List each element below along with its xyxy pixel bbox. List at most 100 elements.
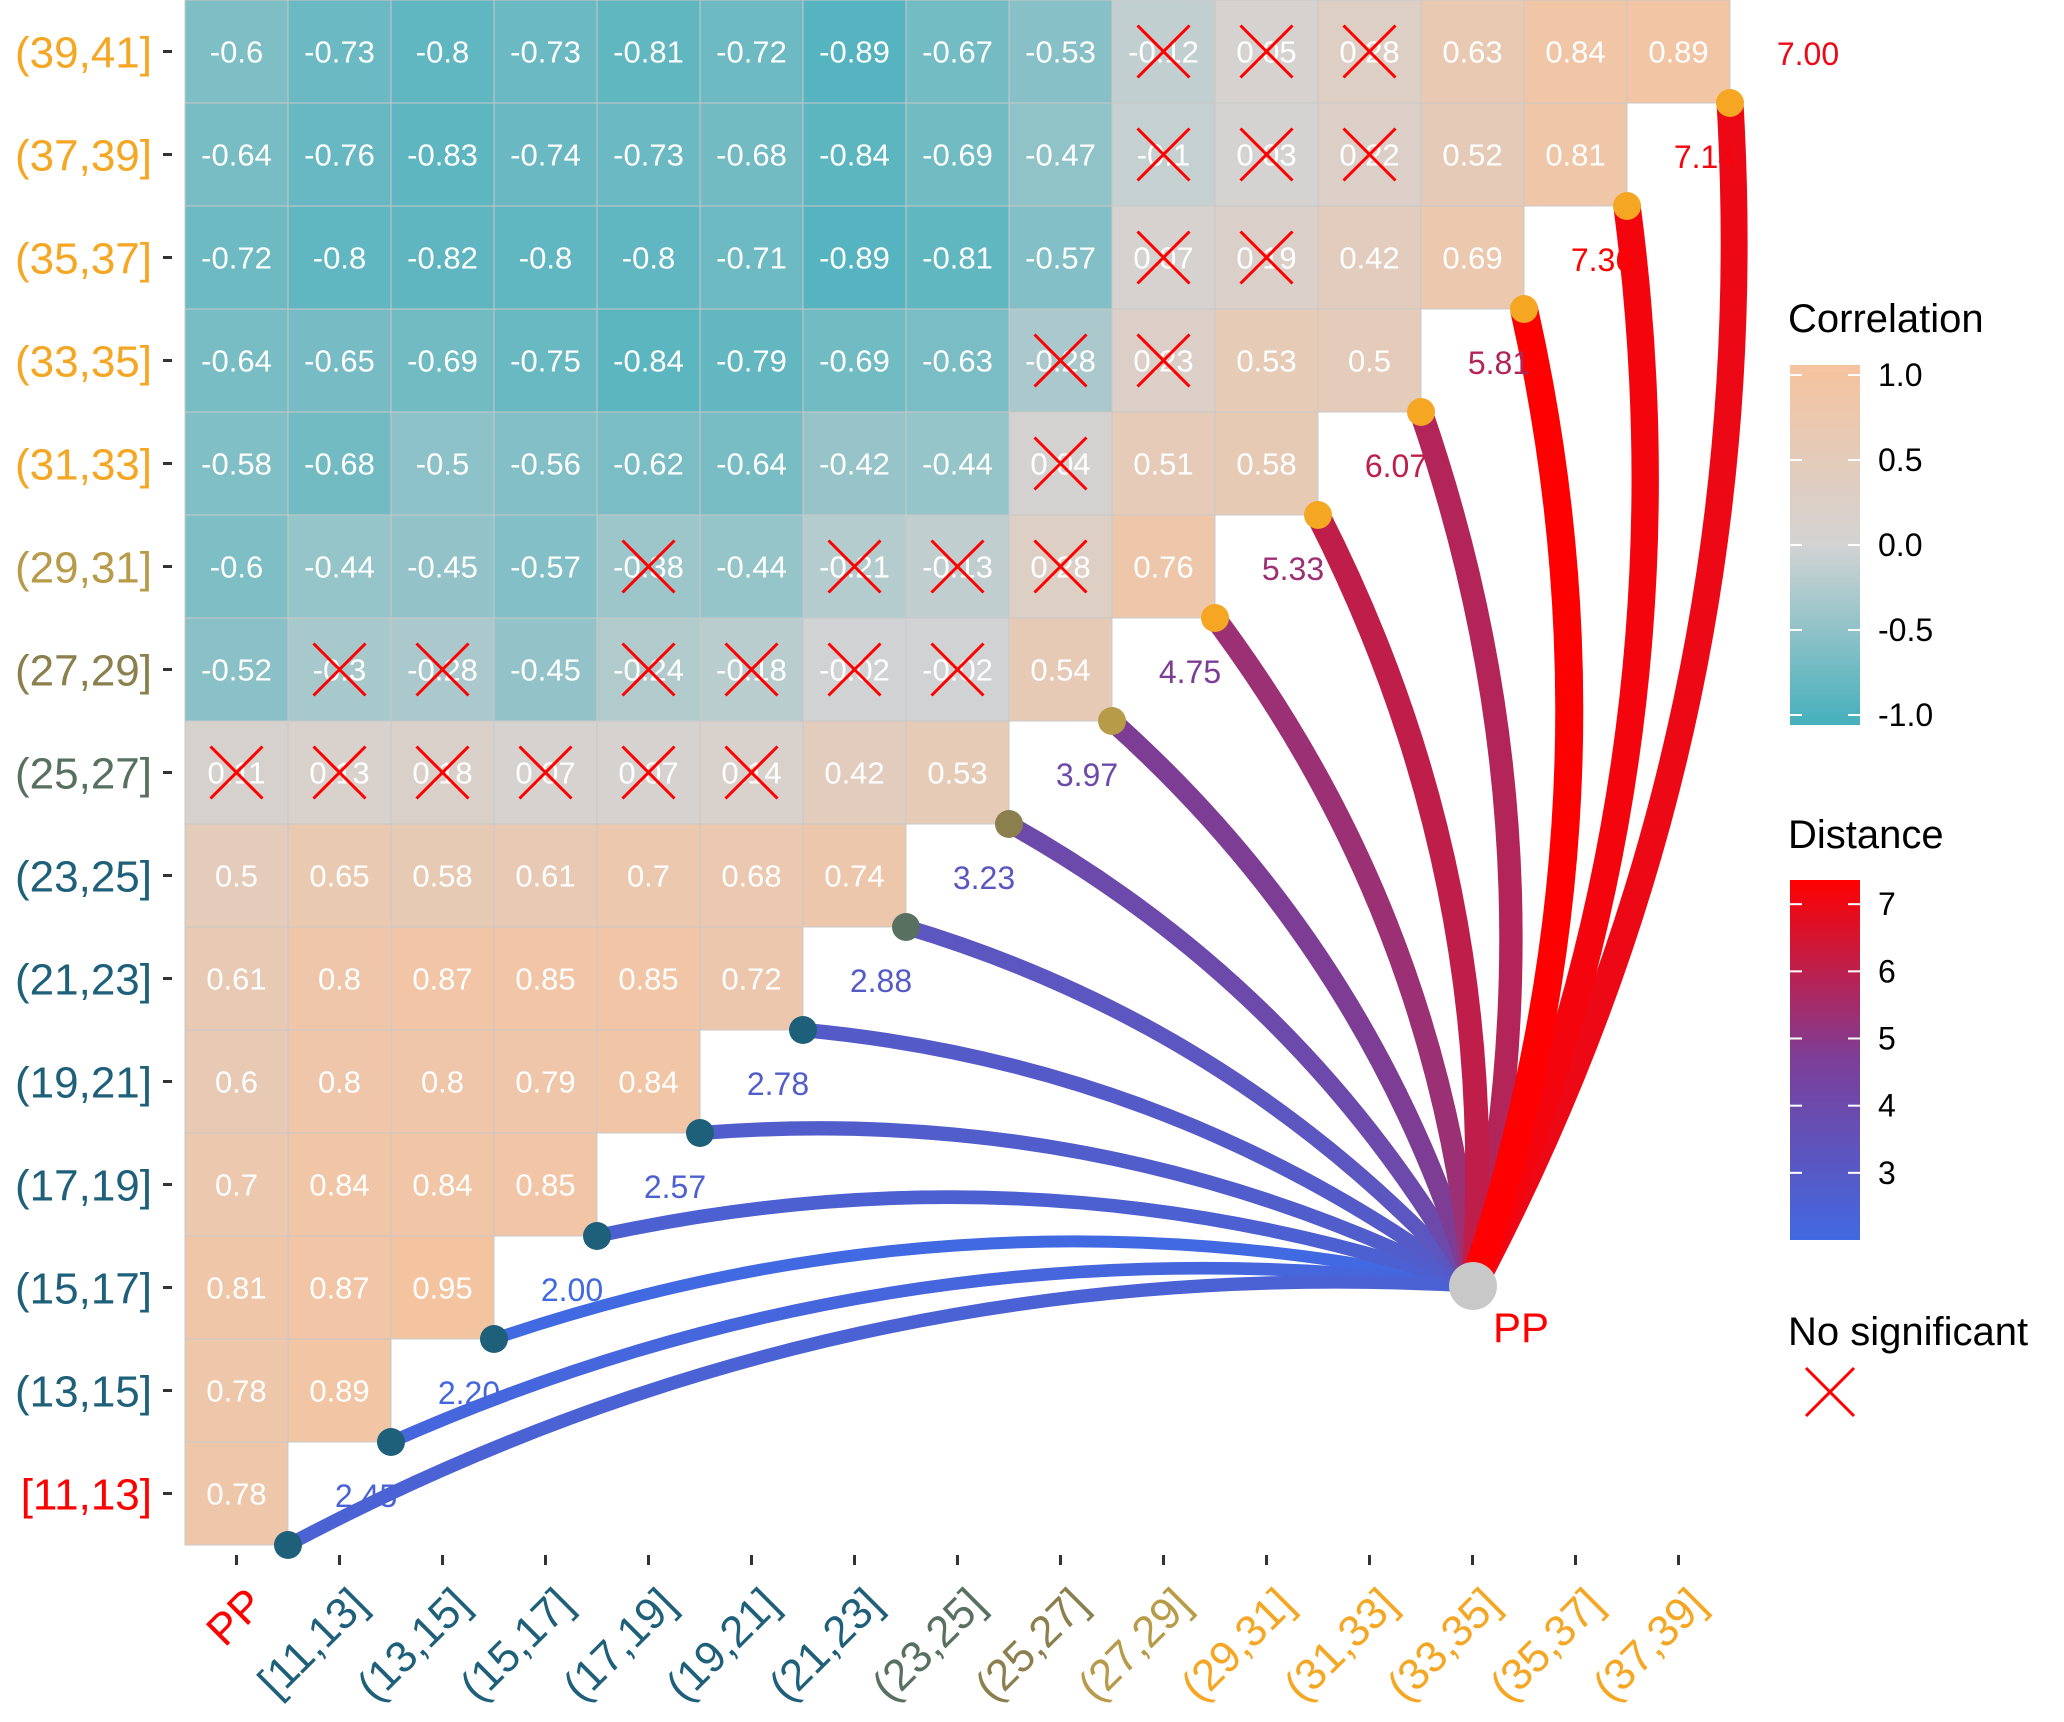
- heatmap-cell: [905, 0, 1010, 104]
- cell-value-label: 0.61: [206, 962, 266, 997]
- cell-value-label: 0.72: [721, 962, 781, 997]
- not-significant-x-icon: [209, 745, 264, 800]
- cell-value-label: 0.87: [412, 962, 472, 997]
- cell-value-label: -0.73: [304, 35, 375, 70]
- distance-link-curve: [388, 1261, 1474, 1448]
- distance-legend-label: 4: [1878, 1088, 1896, 1124]
- heatmap-cell: [699, 926, 804, 1031]
- cell-value-label: 0.7: [215, 1168, 258, 1203]
- cell-value-label: -0.44: [922, 447, 993, 482]
- cell-value-label: 0.42: [1339, 241, 1399, 276]
- link-endpoint-node: [1098, 707, 1126, 735]
- distance-legend-label: 6: [1878, 953, 1896, 989]
- cell-value-label: 0.85: [515, 1168, 575, 1203]
- cell-value-label: -0.5: [416, 447, 469, 482]
- y-tick-label: (39,41]: [15, 29, 152, 78]
- legends: Correlation 1.0 0.5 0.0 -0.5 -1.0 Distance 7 6 5 4…: [1788, 297, 2028, 1418]
- cell-value-label: -0.53: [1025, 35, 1096, 70]
- heatmap-cell: [184, 1029, 289, 1134]
- link-endpoint-node: [480, 1325, 508, 1353]
- cell-value-label: 0.53: [927, 756, 987, 791]
- y-tick-label: (29,31]: [15, 544, 152, 593]
- center-node-label: PP: [1493, 1304, 1549, 1351]
- heatmap-cell: [596, 308, 701, 413]
- center-node: [1449, 1262, 1497, 1310]
- cell-value-label: 0.51: [1133, 447, 1193, 482]
- not-significant-x-icon: [1033, 436, 1088, 491]
- cell-value-label: -0.42: [819, 447, 890, 482]
- cell-value-label: -0.83: [407, 138, 478, 173]
- cell-value-label: -0.6: [210, 550, 263, 585]
- cell-value-label: 0.42: [824, 756, 884, 791]
- heatmap-cell: [905, 720, 1010, 825]
- heatmap-cell: [287, 1338, 392, 1443]
- heatmap-cell: [287, 0, 392, 104]
- distance-link-curve: [1004, 816, 1481, 1291]
- heatmap-cell: [493, 308, 598, 413]
- x-tick-label: (33,35]: [1378, 1579, 1510, 1711]
- heatmap-cell: [390, 926, 495, 1031]
- cell-value-label: -0.44: [304, 550, 375, 585]
- distance-link-curve: [1460, 204, 1659, 1292]
- heatmap-cell: [596, 411, 701, 516]
- not-significant-x-icon: [1136, 333, 1191, 388]
- heatmap-cell: [493, 514, 598, 619]
- cell-value-label: 0.68: [721, 859, 781, 894]
- cell-value-label: 0.87: [309, 1271, 369, 1306]
- link-endpoint-node: [1613, 192, 1641, 220]
- heatmap-cell: [699, 514, 804, 619]
- heatmap-cell: [184, 926, 289, 1031]
- cell-value-label: 0.69: [1442, 241, 1502, 276]
- link-endpoint-node: [1407, 398, 1435, 426]
- x-tick-label: (25,27]: [966, 1579, 1098, 1711]
- cell-value-label: -0.73: [510, 35, 581, 70]
- distance-value-label: 2.20: [438, 1375, 500, 1411]
- cell-value-label: -0.8: [313, 241, 366, 276]
- link-endpoint-node: [789, 1016, 817, 1044]
- cell-value-label: 0.54: [1030, 653, 1090, 688]
- distance-value-label: 6.07: [1365, 448, 1427, 484]
- heatmap-cell: [1008, 617, 1113, 722]
- x-tick-label: (13,15]: [348, 1579, 480, 1711]
- cell-value-label: -0.67: [922, 35, 993, 70]
- cell-value-label: -0.82: [407, 241, 478, 276]
- heatmap-cell: [699, 102, 804, 207]
- heatmap-cell: [1111, 514, 1216, 619]
- heatmap-cell: [287, 411, 392, 516]
- not-significant-x-icon: [1342, 127, 1397, 182]
- cell-value-label: 0.58: [1236, 447, 1296, 482]
- cell-value-label: 0.5: [1348, 344, 1391, 379]
- not-significant-x-icon: [1136, 24, 1191, 79]
- cell-value-label: -0.84: [819, 138, 890, 173]
- distance-link-curve: [284, 1275, 1474, 1551]
- heatmap-cell: [390, 411, 495, 516]
- distance-link-curve: [1459, 305, 1584, 1291]
- x-tick-label: (27,29]: [1069, 1579, 1201, 1711]
- distance-link-curve: [1307, 509, 1490, 1287]
- heatmap-cell: [493, 1029, 598, 1134]
- y-tick-label: [11,13]: [21, 1471, 152, 1520]
- link-endpoint-node: [1304, 501, 1332, 529]
- cell-value-label: 0.81: [206, 1271, 266, 1306]
- heatmap-cell: [1214, 308, 1319, 413]
- heatmap-cell: [184, 823, 289, 928]
- not-significant-x-icon: [1239, 24, 1294, 79]
- heatmap-cell: [287, 102, 392, 207]
- cell-value-label: -0.45: [407, 550, 478, 585]
- not-significant-x-icon: [621, 642, 676, 697]
- cell-value-label: -0.81: [613, 35, 684, 70]
- not-significant-x-icon: [724, 745, 779, 800]
- cell-value-label: -0.89: [819, 241, 890, 276]
- cell-value-label: -0.89: [819, 35, 890, 70]
- cell-value-label: 0.65: [309, 859, 369, 894]
- distance-value-label: 5.81: [1468, 345, 1530, 381]
- cell-value-label: -0.69: [922, 138, 993, 173]
- distance-link-curve: [699, 1121, 1477, 1293]
- cell-value-label: 0.53: [1236, 344, 1296, 379]
- cell-value-label: -0.72: [716, 35, 787, 70]
- cell-value-label: 0.63: [1442, 35, 1502, 70]
- heatmap-cell: [184, 102, 289, 207]
- x-axis: PP[11,13](13,15](15,17](17,19](19,21](21…: [197, 1555, 1715, 1711]
- link-endpoint-node: [274, 1531, 302, 1559]
- cell-value-label: 0.76: [1133, 550, 1193, 585]
